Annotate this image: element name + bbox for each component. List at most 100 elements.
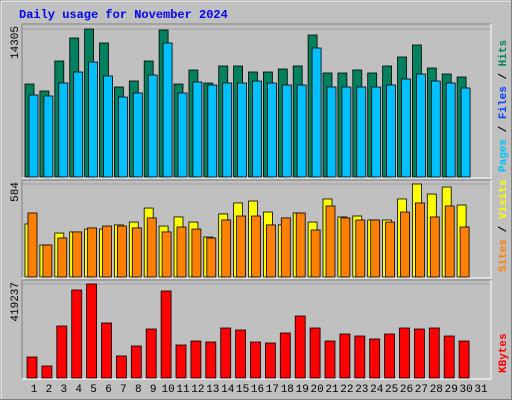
bar <box>191 228 202 278</box>
bar <box>399 327 410 379</box>
x-tick-label: 18 <box>281 384 294 396</box>
bar <box>386 84 397 178</box>
bar <box>177 92 188 178</box>
bar <box>266 82 277 178</box>
chart-title: Daily usage for November 2024 <box>19 8 228 22</box>
bar <box>26 356 38 379</box>
bar <box>371 86 382 178</box>
bar <box>413 328 425 379</box>
bar <box>160 290 172 379</box>
legend-separator: / <box>498 219 510 239</box>
bar <box>445 82 456 178</box>
bar <box>309 327 321 379</box>
x-tick-label: 31 <box>474 384 488 396</box>
bar <box>205 341 217 379</box>
bar <box>206 237 217 278</box>
bar <box>296 84 307 178</box>
bar <box>428 327 440 379</box>
bar <box>72 231 83 278</box>
bar <box>132 92 143 178</box>
bar <box>41 365 53 379</box>
bar <box>58 82 69 178</box>
x-tick-label: 9 <box>150 384 157 396</box>
bar <box>443 335 455 379</box>
x-tick-label: 24 <box>370 384 384 396</box>
bar <box>324 340 336 379</box>
x-tick-label: 20 <box>310 384 323 396</box>
bar <box>385 221 396 278</box>
bar <box>43 95 54 178</box>
bar <box>429 216 440 278</box>
bar <box>252 80 262 178</box>
legend-separator: / <box>498 66 510 86</box>
bar <box>251 215 261 278</box>
bar <box>458 340 470 379</box>
bar <box>354 335 366 379</box>
bar <box>145 328 157 379</box>
x-tick-label: 17 <box>266 384 279 396</box>
legend: Sites / Visits <box>498 180 510 272</box>
bar <box>279 332 291 379</box>
bar <box>28 94 39 178</box>
x-tick-label: 14 <box>221 384 235 396</box>
legend-entry: Files <box>498 86 510 119</box>
bar <box>369 338 381 379</box>
x-tick-label: 4 <box>75 384 82 396</box>
x-tick-label: 29 <box>445 384 458 396</box>
bar <box>73 71 84 178</box>
x-tick-label: 27 <box>415 384 428 396</box>
x-tick-label: 12 <box>191 384 204 396</box>
bar <box>161 231 172 278</box>
bar <box>146 217 157 278</box>
bar <box>281 84 292 178</box>
bar <box>130 345 142 379</box>
bar <box>370 219 381 278</box>
bar <box>88 61 98 178</box>
legend-entry: Hits <box>498 40 510 66</box>
bar <box>430 80 441 178</box>
bar <box>235 329 247 379</box>
x-tick-label: 21 <box>325 384 339 396</box>
bar <box>101 322 112 379</box>
bar <box>400 211 410 278</box>
legend-entry: KBytes <box>498 333 510 373</box>
bar <box>147 74 158 178</box>
y-tick-label: 14305 <box>10 26 22 59</box>
bar <box>294 315 306 379</box>
bar <box>162 42 173 178</box>
legend: KBytes <box>498 333 510 373</box>
bar <box>56 325 68 379</box>
bar <box>341 86 352 178</box>
bar <box>57 237 68 278</box>
bar <box>87 227 97 278</box>
x-tick-label: 5 <box>90 384 97 396</box>
bar <box>27 212 38 278</box>
bar <box>384 333 396 379</box>
bar <box>460 87 471 178</box>
bar <box>250 341 261 379</box>
bar <box>175 344 187 379</box>
bar <box>340 217 351 278</box>
bar <box>71 289 83 379</box>
x-tick-label: 19 <box>296 384 309 396</box>
x-tick-label: 28 <box>430 384 443 396</box>
x-tick-label: 3 <box>60 384 67 396</box>
bar <box>192 81 203 178</box>
legend-separator: / <box>498 119 510 139</box>
x-tick-label: 23 <box>355 384 368 396</box>
bar <box>131 227 142 278</box>
x-tick-label: 15 <box>236 384 249 396</box>
x-tick-label: 11 <box>176 384 190 396</box>
bar <box>414 202 425 278</box>
x-tick-label: 16 <box>251 384 264 396</box>
bar <box>280 217 291 278</box>
legend-entry: Sites <box>498 239 510 272</box>
bar <box>116 355 127 379</box>
bar <box>295 212 306 278</box>
x-tick-label: 22 <box>340 384 353 396</box>
x-tick-label: 26 <box>400 384 413 396</box>
bar <box>311 47 322 178</box>
x-tick-label: 1 <box>31 384 38 396</box>
x-tick-label: 6 <box>105 384 112 396</box>
